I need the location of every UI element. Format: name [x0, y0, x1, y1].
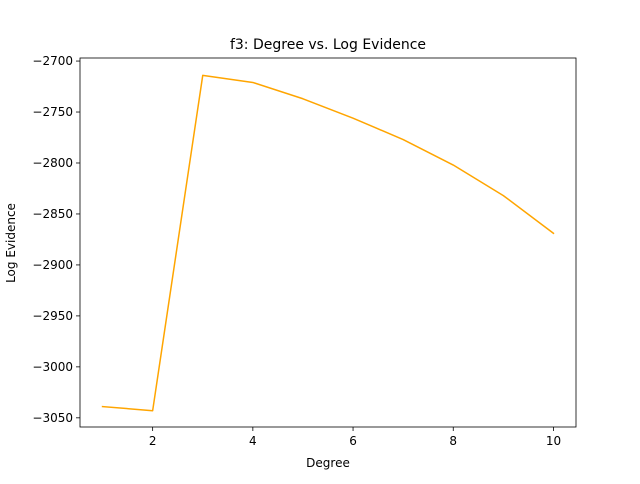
- y-tick-label: −2700: [32, 54, 73, 68]
- y-tick-label: −2750: [32, 105, 73, 119]
- y-tick-label: −2850: [32, 207, 73, 221]
- y-axis-label: Log Evidence: [4, 203, 18, 283]
- y-tick-label: −2800: [32, 156, 73, 170]
- x-axis-label: Degree: [306, 456, 350, 470]
- x-tick-label: 4: [249, 434, 257, 448]
- x-tick-label: 2: [149, 434, 157, 448]
- axes-background: [80, 58, 576, 427]
- x-tick-label: 10: [546, 434, 561, 448]
- chart-title: f3: Degree vs. Log Evidence: [230, 37, 426, 53]
- y-tick-label: −3000: [32, 360, 73, 374]
- series-line-1: [101, 74, 555, 412]
- x-tick-label: 8: [449, 434, 457, 448]
- axes-frame: [79, 57, 577, 428]
- y-tick-label: −3050: [32, 411, 73, 425]
- y-tick-label: −2900: [32, 258, 73, 272]
- x-tick-label: 6: [349, 434, 357, 448]
- plot-area: 2 4 6 8 10 −3050 −3000 −2950 −2900 −2850 −2800 −275…: [32, 54, 577, 448]
- y-tick-label: −2950: [32, 309, 73, 323]
